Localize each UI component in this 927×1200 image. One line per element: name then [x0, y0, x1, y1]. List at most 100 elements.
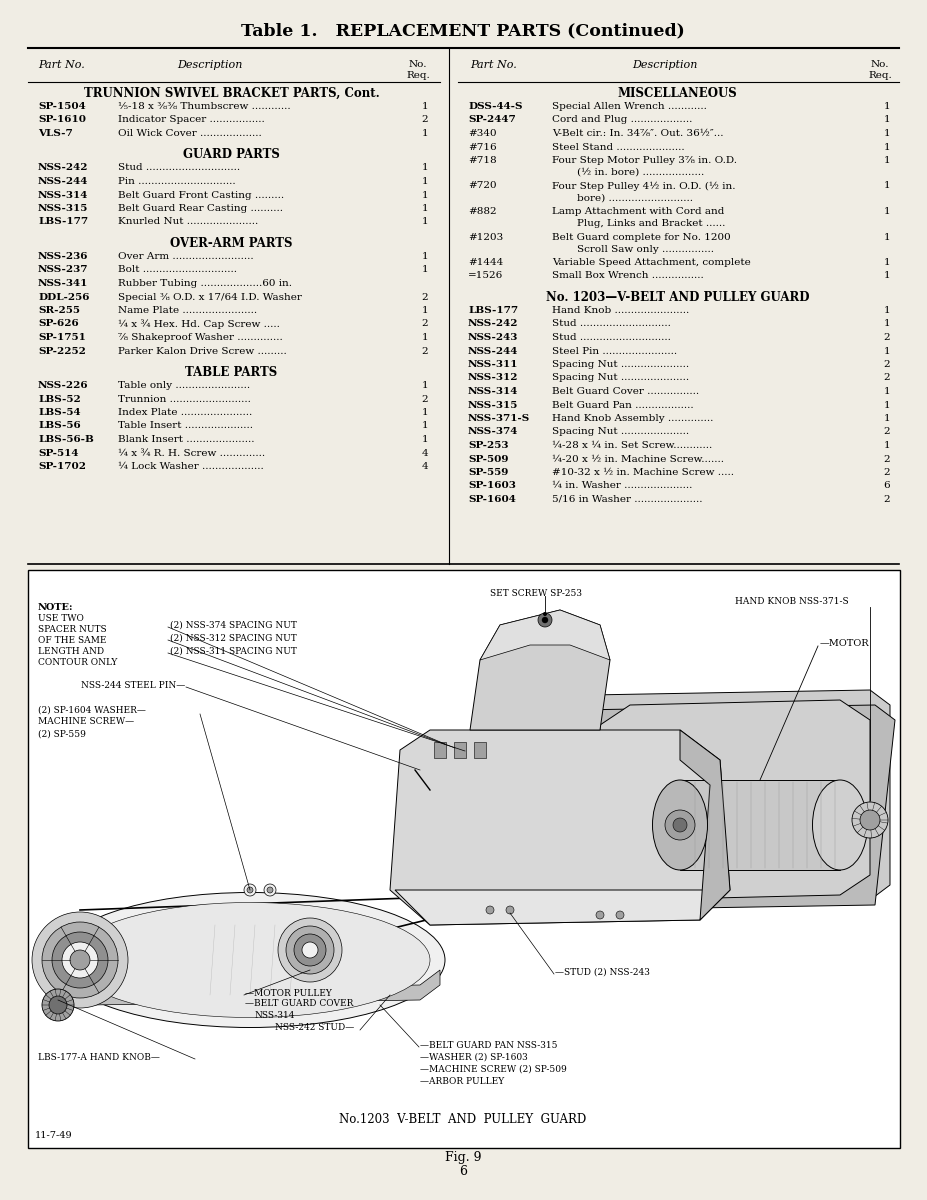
Circle shape — [538, 613, 552, 626]
Text: NSS-314: NSS-314 — [468, 386, 518, 396]
Bar — [454, 742, 466, 758]
Text: Req.: Req. — [406, 71, 430, 80]
Circle shape — [278, 918, 342, 982]
Text: SR-255: SR-255 — [38, 306, 80, 314]
Text: ¼ x ¾ R. H. Screw ..............: ¼ x ¾ R. H. Screw .............. — [118, 449, 265, 457]
Text: Special ⅜ O.D. x 17/64 I.D. Washer: Special ⅜ O.D. x 17/64 I.D. Washer — [118, 293, 302, 301]
Text: ¼ in. Washer .....................: ¼ in. Washer ..................... — [552, 481, 692, 491]
Text: NSS-244 STEEL PIN—: NSS-244 STEEL PIN— — [81, 680, 185, 690]
Text: TABLE PARTS: TABLE PARTS — [185, 366, 277, 379]
Circle shape — [673, 818, 687, 832]
Bar — [474, 742, 486, 758]
Circle shape — [542, 617, 548, 623]
Text: 1: 1 — [883, 271, 890, 281]
Text: No.: No. — [409, 60, 427, 68]
Text: SP-559: SP-559 — [468, 468, 508, 476]
Text: 2: 2 — [883, 373, 890, 383]
Circle shape — [486, 906, 494, 914]
Text: Bolt .............................: Bolt ............................. — [118, 265, 237, 275]
Text: 2: 2 — [883, 427, 890, 437]
Text: ¼-20 x ½ in. Machine Screw.......: ¼-20 x ½ in. Machine Screw....... — [552, 455, 724, 463]
Text: (½ in. bore) ...................: (½ in. bore) ................... — [564, 168, 705, 176]
Text: NSS-312: NSS-312 — [468, 373, 518, 383]
Text: (2) NSS-374 SPACING NUT: (2) NSS-374 SPACING NUT — [170, 620, 297, 630]
Text: SP-514: SP-514 — [38, 449, 79, 457]
Text: Part No.: Part No. — [470, 60, 516, 70]
Text: NSS-244: NSS-244 — [468, 347, 518, 355]
Text: 1: 1 — [422, 204, 428, 214]
Polygon shape — [395, 890, 710, 925]
Text: —BELT GUARD PAN NSS-315: —BELT GUARD PAN NSS-315 — [420, 1040, 557, 1050]
Text: SP-1604: SP-1604 — [468, 494, 515, 504]
Text: 2: 2 — [883, 468, 890, 476]
Text: Spacing Nut .....................: Spacing Nut ..................... — [552, 360, 689, 370]
Text: 1: 1 — [883, 414, 890, 422]
Circle shape — [247, 887, 253, 893]
Text: SP-509: SP-509 — [468, 455, 509, 463]
Circle shape — [62, 942, 98, 978]
Text: —ARBOR PULLEY: —ARBOR PULLEY — [420, 1076, 504, 1086]
Text: ¼-28 x ¼ in. Set Screw............: ¼-28 x ¼ in. Set Screw............ — [552, 440, 712, 450]
Text: NSS-243: NSS-243 — [468, 332, 518, 342]
Text: No.1203  V-BELT  AND  PULLEY  GUARD: No.1203 V-BELT AND PULLEY GUARD — [339, 1114, 587, 1126]
Text: #716: #716 — [468, 143, 497, 151]
Text: Parker Kalon Drive Screw .........: Parker Kalon Drive Screw ......... — [118, 347, 286, 355]
Ellipse shape — [653, 780, 707, 870]
Text: 1: 1 — [422, 265, 428, 275]
Text: SP-1610: SP-1610 — [38, 115, 86, 125]
Text: 1: 1 — [883, 258, 890, 266]
Text: Table Insert .....................: Table Insert ..................... — [118, 421, 253, 431]
Circle shape — [852, 802, 888, 838]
Text: SPACER NUTS: SPACER NUTS — [38, 625, 107, 634]
Text: Hand Knob .......................: Hand Knob ....................... — [552, 306, 690, 314]
Text: 2: 2 — [422, 319, 428, 329]
Text: #718: #718 — [468, 156, 497, 164]
Text: —BELT GUARD COVER: —BELT GUARD COVER — [245, 1000, 353, 1008]
Text: TRUNNION SWIVEL BRACKET PARTS, Cont.: TRUNNION SWIVEL BRACKET PARTS, Cont. — [83, 86, 379, 100]
Text: VLS-7: VLS-7 — [38, 128, 72, 138]
Text: NSS-315: NSS-315 — [38, 204, 88, 214]
Text: Trunnion .........................: Trunnion ......................... — [118, 395, 251, 403]
Text: (2) SP-559: (2) SP-559 — [38, 730, 86, 738]
Circle shape — [267, 887, 273, 893]
Bar — [28, 570, 900, 1148]
Text: Hand Knob Assembly ..............: Hand Knob Assembly .............. — [552, 414, 714, 422]
Text: MISCELLANEOUS: MISCELLANEOUS — [617, 86, 737, 100]
Text: Pin ..............................: Pin .............................. — [118, 176, 235, 186]
Text: V-Belt cir.: In. 34⅞″. Out. 36½″...: V-Belt cir.: In. 34⅞″. Out. 36½″... — [552, 128, 723, 138]
Text: Belt Guard Rear Casting ..........: Belt Guard Rear Casting .......... — [118, 204, 283, 214]
Text: 1: 1 — [422, 176, 428, 186]
Text: Scroll Saw only ................: Scroll Saw only ................ — [564, 245, 714, 253]
Text: 6: 6 — [883, 481, 890, 491]
Text: NSS-244: NSS-244 — [38, 176, 88, 186]
Circle shape — [506, 906, 514, 914]
Bar — [434, 742, 446, 758]
Text: NSS-314: NSS-314 — [38, 191, 88, 199]
Text: Four Step Pulley 4½ in. O.D. (½ in.: Four Step Pulley 4½ in. O.D. (½ in. — [552, 181, 735, 191]
Text: 1: 1 — [422, 128, 428, 138]
Polygon shape — [470, 610, 610, 730]
Text: 1: 1 — [422, 382, 428, 390]
Text: (2) NSS-311 SPACING NUT: (2) NSS-311 SPACING NUT — [170, 647, 297, 655]
Text: 1: 1 — [883, 143, 890, 151]
Text: Belt Guard Front Casting .........: Belt Guard Front Casting ......... — [118, 191, 284, 199]
Text: 2: 2 — [422, 115, 428, 125]
Polygon shape — [570, 690, 890, 905]
Text: 1: 1 — [422, 421, 428, 431]
Text: 4: 4 — [422, 462, 428, 470]
Text: Variable Speed Attachment, complete: Variable Speed Attachment, complete — [552, 258, 751, 266]
Ellipse shape — [55, 893, 445, 1027]
Text: Lamp Attachment with Cord and: Lamp Attachment with Cord and — [552, 206, 724, 216]
Text: 2: 2 — [883, 332, 890, 342]
Polygon shape — [600, 700, 870, 900]
Text: LBS-177: LBS-177 — [38, 217, 88, 227]
Text: GUARD PARTS: GUARD PARTS — [183, 149, 280, 162]
Text: 1: 1 — [883, 128, 890, 138]
Text: Spacing Nut .....................: Spacing Nut ..................... — [552, 427, 689, 437]
Text: LBS-177: LBS-177 — [468, 306, 518, 314]
Ellipse shape — [70, 902, 430, 1018]
Text: HAND KNOB NSS-371-S: HAND KNOB NSS-371-S — [735, 598, 848, 606]
Text: —MACHINE SCREW (2) SP-509: —MACHINE SCREW (2) SP-509 — [420, 1064, 566, 1074]
Text: 1: 1 — [422, 163, 428, 173]
Text: 2: 2 — [883, 494, 890, 504]
